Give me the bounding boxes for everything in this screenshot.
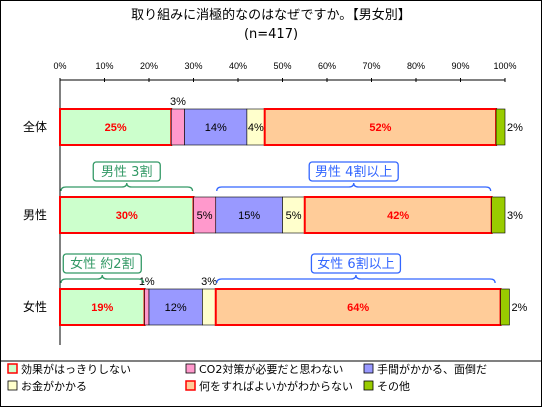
- data-label: 30%: [116, 210, 138, 222]
- x-tick-label: 60%: [318, 61, 336, 71]
- x-tick-label: 50%: [273, 61, 291, 71]
- category-label: 男性: [23, 208, 47, 222]
- bar-segment: [144, 288, 150, 326]
- legend-label: CO2対策が必要だと思わない: [199, 362, 343, 376]
- legend-swatch: [363, 380, 374, 391]
- bar-segment: [148, 288, 203, 326]
- data-label: 3%: [201, 276, 217, 288]
- x-tick-label: 90%: [451, 61, 469, 71]
- data-label: 25%: [105, 122, 127, 134]
- data-label: 19%: [91, 302, 113, 314]
- annotation-box: [62, 253, 142, 274]
- legend-label: その他: [377, 380, 410, 393]
- bar-segment: [263, 108, 498, 146]
- bar-segment: [202, 288, 217, 326]
- data-label: 14%: [205, 122, 227, 134]
- bar-segment: [491, 196, 506, 234]
- annotation-bracket: [60, 274, 145, 284]
- annotation-bracket: [216, 274, 496, 284]
- annotation-text: 男性 4割以上: [315, 164, 392, 180]
- x-tick-label: 30%: [184, 61, 202, 71]
- data-label: 15%: [238, 210, 260, 222]
- bar-segment: [59, 288, 146, 326]
- x-tick-label: 70%: [362, 61, 380, 71]
- annotation-text: 女性 6割以上: [317, 256, 394, 272]
- bar-segment: [215, 196, 283, 234]
- data-label: 42%: [387, 210, 409, 222]
- bar-segment: [59, 196, 195, 234]
- x-tick-label: 40%: [229, 61, 247, 71]
- data-label: 5%: [286, 210, 302, 222]
- data-label: 3%: [507, 210, 523, 222]
- x-tick-label: 0%: [53, 61, 66, 71]
- x-tick-label: 10%: [95, 61, 113, 71]
- legend: 効果がはっきりしない CO2対策が必要だと思わない 手間がかかる、面倒だお金がかかる…: [7, 362, 487, 393]
- annotation-bracket: [216, 182, 492, 192]
- data-label: 4%: [248, 122, 264, 134]
- legend-swatch: [363, 363, 374, 374]
- data-label: 2%: [507, 122, 523, 134]
- x-tick-label: 80%: [407, 61, 425, 71]
- category-label: 女性: [23, 299, 47, 314]
- legend-label: 手間がかかる、面倒だ: [377, 362, 487, 376]
- annotation-text: 女性 約2割: [70, 256, 134, 272]
- legend-swatch: [185, 380, 196, 391]
- bars: 25% 3% 14% 4% 52% 2% 30% 5% 15% 5% 42% 3% 19% 1% 12% 3%…: [59, 96, 528, 326]
- bar-segment: [495, 108, 506, 146]
- annotation-box: [310, 253, 402, 274]
- legend-label: 効果がはっきりしない: [21, 362, 131, 376]
- annotation-box: [308, 161, 399, 182]
- bar-segment: [500, 288, 510, 326]
- legend-label: お金がかかる: [21, 379, 87, 393]
- data-label: 5%: [197, 210, 213, 222]
- data-label: 52%: [369, 122, 391, 134]
- x-tick-label: 20%: [140, 61, 158, 71]
- legend-swatch: [7, 380, 18, 391]
- chart-subtitle: (n=417): [244, 27, 298, 42]
- x-tick-label: 100%: [493, 61, 516, 71]
- x-axis-ticks: 0% 10% 20% 30% 40% 50% 60% 70% 80% 90% 100%: [53, 61, 517, 82]
- data-label: 1%: [139, 276, 155, 288]
- legend-swatch: [7, 363, 18, 374]
- data-label: 64%: [347, 302, 369, 314]
- category-label: 全体: [23, 119, 47, 134]
- annotation-bracket: [60, 182, 194, 192]
- bar-segment: [303, 196, 493, 234]
- chart-title: 取り組みに消極的なのはなぜですか。【男女別】: [131, 7, 411, 23]
- bar-segment: [170, 108, 185, 146]
- data-label: 12%: [165, 302, 187, 314]
- annotation-box: [92, 161, 161, 182]
- legend-swatch: [185, 363, 196, 374]
- annotation-text: 男性 3割: [101, 164, 152, 180]
- data-label: 2%: [511, 302, 527, 314]
- data-label: 3%: [170, 96, 186, 108]
- legend-label: 何をすればよいかがわからない: [199, 379, 353, 393]
